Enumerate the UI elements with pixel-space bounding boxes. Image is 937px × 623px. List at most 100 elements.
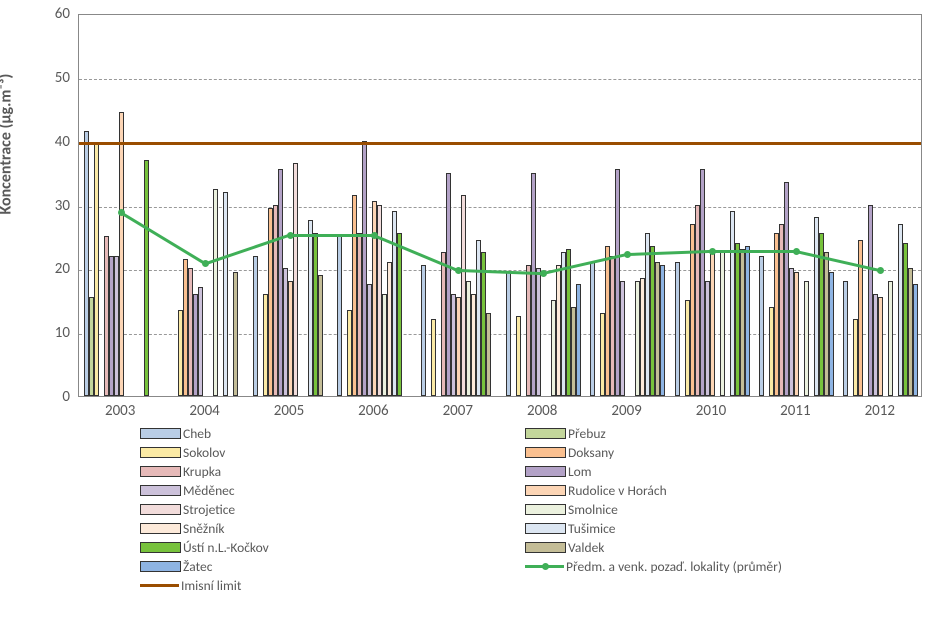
legend-line-swatch — [525, 565, 564, 568]
legend-item: Strojetice — [140, 500, 525, 519]
legend-swatch — [525, 485, 566, 496]
legend-swatch — [140, 561, 181, 572]
bar — [233, 272, 238, 396]
bar — [213, 189, 218, 396]
legend-label: Tušimice — [568, 519, 616, 538]
bar — [486, 313, 491, 396]
y-axis-tick-label: 60 — [30, 5, 70, 23]
x-axis-tick-label: 2011 — [755, 402, 835, 420]
legend-item: Přebuz — [525, 424, 910, 443]
bar — [660, 265, 665, 396]
plot-area — [78, 14, 922, 397]
bar — [710, 252, 715, 396]
legend-item: Měděnec — [140, 481, 525, 500]
bar — [675, 262, 680, 396]
legend-label: Ústí n.L.-Kočkov — [183, 538, 269, 557]
legend-item: Ústí n.L.-Kočkov — [140, 538, 525, 557]
legend-item: Předm. a venk. pozaď. lokality (průměr) — [525, 557, 910, 576]
bar — [421, 265, 426, 396]
legend-swatch — [525, 466, 566, 477]
y-axis-tick-label: 40 — [30, 133, 70, 151]
legend-label: Žatec — [183, 557, 212, 576]
bar — [620, 281, 625, 396]
legend-swatch — [525, 523, 566, 534]
legend-label: Lom — [568, 462, 592, 481]
bar — [223, 192, 228, 396]
legend-item: Smolnice — [525, 500, 910, 519]
legend-label: Krupka — [183, 462, 221, 481]
legend-item: Valdek — [525, 538, 910, 557]
legend-item: Imisní limit — [140, 576, 525, 595]
legend-label: Měděnec — [183, 481, 235, 500]
x-axis-tick-label: 2004 — [165, 402, 245, 420]
bar — [590, 262, 595, 396]
x-axis-tick-label: 2005 — [249, 402, 329, 420]
avg-line-marker — [624, 251, 631, 258]
bar — [720, 252, 725, 396]
legend-swatch — [140, 504, 181, 515]
bar — [913, 284, 918, 396]
legend-item: Žatec — [140, 557, 525, 576]
bar — [858, 240, 863, 396]
bar — [536, 268, 541, 396]
bar — [804, 281, 809, 396]
legend-swatch — [525, 428, 566, 439]
legend-line-marker — [542, 563, 549, 570]
avg-line-segment — [290, 234, 374, 237]
bar — [431, 319, 436, 396]
x-axis-tick-label: 2008 — [502, 402, 582, 420]
y-axis-title: Koncentrace (µg.m⁻³) — [0, 74, 16, 215]
bar — [888, 281, 893, 396]
avg-line-marker — [540, 270, 547, 277]
bar — [878, 297, 883, 396]
avg-line-segment — [712, 250, 796, 253]
grid-line — [79, 79, 921, 80]
legend-swatch — [140, 523, 181, 534]
bar — [576, 284, 581, 396]
legend-label: Rudolice v Horách — [568, 481, 667, 500]
y-axis-tick-label: 20 — [30, 260, 70, 278]
legend-item: Lom — [525, 462, 910, 481]
bar — [506, 272, 511, 396]
x-axis-tick-label: 2007 — [418, 402, 498, 420]
legend-item: Rudolice v Horách — [525, 481, 910, 500]
avg-line-marker — [287, 232, 294, 239]
bar — [516, 316, 521, 396]
y-axis-tick-label: 30 — [30, 197, 70, 215]
avg-line-marker — [709, 248, 716, 255]
legend-label: Doksany — [568, 443, 614, 462]
legend-swatch — [525, 542, 566, 553]
bar — [397, 233, 402, 396]
legend-swatch — [525, 447, 566, 458]
legend: ChebPřebuz Sokolov Doksany Krupka Lom Měděnec… — [140, 424, 920, 595]
legend-item: Cheb — [140, 424, 525, 443]
bar — [198, 287, 203, 396]
legend-label: Valdek — [568, 538, 604, 557]
limit-line — [79, 142, 921, 145]
bar — [337, 236, 342, 396]
legend-item: Doksany — [525, 443, 910, 462]
x-axis-tick-label: 2003 — [80, 402, 160, 420]
avg-line-marker — [371, 232, 378, 239]
x-axis-tick-label: 2006 — [333, 402, 413, 420]
legend-label: Smolnice — [568, 500, 618, 519]
legend-item: Sněžník — [140, 519, 525, 538]
bar — [843, 281, 848, 396]
legend-swatch — [525, 504, 566, 515]
avg-line-marker — [202, 260, 209, 267]
x-axis-tick-label: 2012 — [840, 402, 920, 420]
bar — [253, 256, 258, 396]
legend-item: Sokolov — [140, 443, 525, 462]
legend-label: Imisní limit — [181, 576, 241, 595]
y-axis-tick-label: 0 — [30, 388, 70, 406]
grid-line — [79, 207, 921, 208]
x-axis-tick-label: 2009 — [587, 402, 667, 420]
legend-label: Sokolov — [183, 443, 225, 462]
bar — [829, 272, 834, 396]
legend-item: Tušimice — [525, 519, 910, 538]
legend-label: Strojetice — [183, 500, 235, 519]
bar — [94, 144, 99, 396]
legend-swatch — [140, 466, 181, 477]
legend-swatch — [140, 542, 181, 553]
y-axis-tick-label: 50 — [30, 69, 70, 87]
